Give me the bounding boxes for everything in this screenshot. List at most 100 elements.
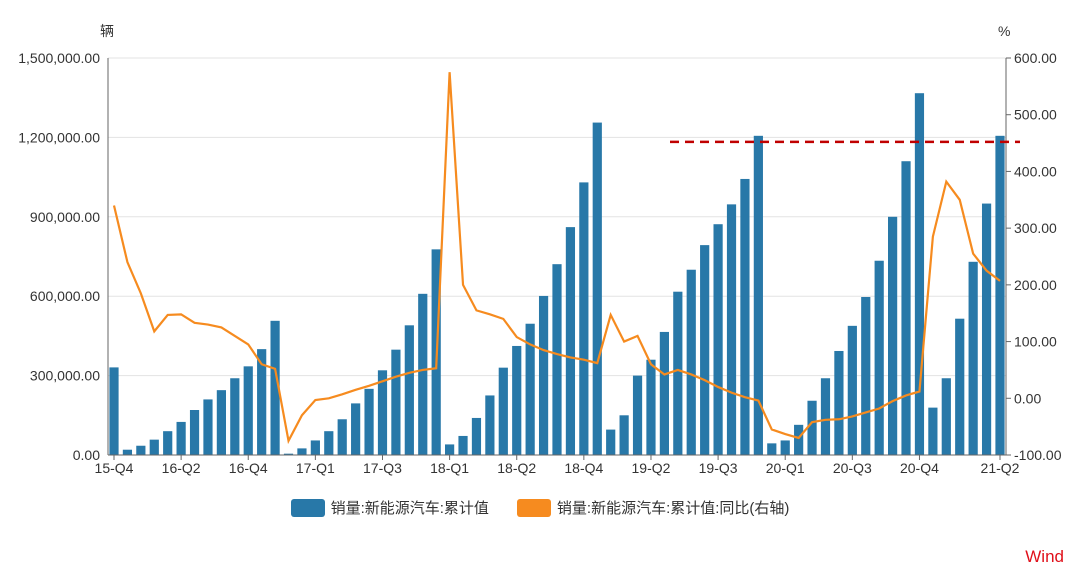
bar [619,415,629,455]
x-tick-label: 16-Q2 [162,460,201,476]
bar [418,293,428,455]
legend-item-bar[interactable]: 销量:新能源汽车:累计值 [290,497,489,518]
bar [955,318,965,455]
bar [136,445,146,455]
bar [968,261,978,455]
bar [471,417,482,455]
right-axis-unit: % [998,23,1010,39]
bar [404,325,414,455]
x-tick-label: 20-Q3 [833,460,872,476]
bar [216,390,226,455]
bar [941,378,951,455]
bar [324,431,334,455]
bar [928,407,938,455]
right-tick-label: 100.00 [1014,334,1057,350]
bar [834,350,844,455]
bar [149,439,159,455]
bar [498,367,508,455]
bar [283,453,294,455]
left-tick-label: 0.00 [73,447,100,463]
bar [981,203,992,455]
bar [310,440,320,455]
bar [579,182,589,456]
legend-label-line: 销量:新能源汽车:累计值:同比(右轴) [556,500,790,517]
bar [364,388,374,455]
bar [767,443,777,455]
bar [807,400,817,455]
bar [901,161,911,455]
bar [270,320,280,455]
right-tick-label: 500.00 [1014,107,1057,123]
right-tick-label: -100.00 [1014,447,1062,463]
bar [646,359,656,455]
bar [297,448,307,455]
left-tick-label: 300,000.00 [30,368,100,384]
bar [592,122,602,455]
bar [351,403,361,455]
x-tick-label: 15-Q4 [95,460,134,476]
bar [445,444,455,455]
bar [377,370,388,455]
bar [753,135,763,455]
left-axis-unit: 辆 [100,23,114,39]
right-tick-label: 300.00 [1014,220,1057,236]
bar [659,331,669,455]
x-tick-label: 21-Q2 [981,460,1020,476]
x-tick-label: 17-Q1 [296,460,335,476]
bar [740,178,750,455]
yoy-line [112,72,1001,445]
bar [847,325,857,455]
bar [109,367,119,455]
x-tick-label: 20-Q1 [766,460,805,476]
bar [780,440,790,455]
bar [122,449,133,455]
left-tick-label: 600,000.00 [30,288,100,304]
bar [163,431,173,455]
bar [176,421,186,455]
legend-swatch-line [516,498,551,517]
x-tick-label: 19-Q2 [632,460,671,476]
bar [485,395,495,455]
legend-label-bar: 销量:新能源汽车:累计值 [330,500,489,517]
left-tick-label: 1,500,000.00 [18,50,100,66]
legend: 销量:新能源汽车:累计值 销量:新能源汽车:累计值:同比(右轴) [0,497,1080,518]
x-tick-label: 20-Q4 [900,460,939,476]
bar [632,375,643,455]
bar [820,378,831,455]
bar [391,349,401,455]
bar [458,435,468,455]
bar [538,295,549,455]
right-tick-label: 400.00 [1014,163,1057,179]
bar [700,245,710,455]
right-tick-label: 0.00 [1014,390,1041,406]
x-tick-label: 18-Q1 [430,460,469,476]
bar [243,366,253,455]
bar [565,227,576,455]
x-tick-label: 16-Q4 [229,460,268,476]
bar [189,410,200,455]
legend-swatch-bar [290,498,325,517]
legend-item-line[interactable]: 销量:新能源汽车:累计值:同比(右轴) [516,497,790,518]
bar [995,135,1005,455]
source-watermark: Wind [1025,547,1064,566]
bar [606,429,616,455]
bar [686,269,696,455]
left-tick-label: 1,200,000.00 [18,129,100,145]
bar [888,216,898,455]
x-tick-label: 19-Q3 [699,460,738,476]
bar [673,291,683,455]
bar [874,260,884,455]
right-tick-label: 200.00 [1014,277,1057,293]
x-tick-label: 18-Q4 [564,460,603,476]
bar [257,349,267,455]
x-tick-label: 17-Q3 [363,460,402,476]
bar [552,264,562,455]
bar [337,419,347,455]
x-tick-label: 18-Q2 [497,460,536,476]
bar [726,204,737,455]
bar [525,323,535,455]
bar [512,345,522,455]
bar [914,93,925,455]
bar [713,224,723,455]
